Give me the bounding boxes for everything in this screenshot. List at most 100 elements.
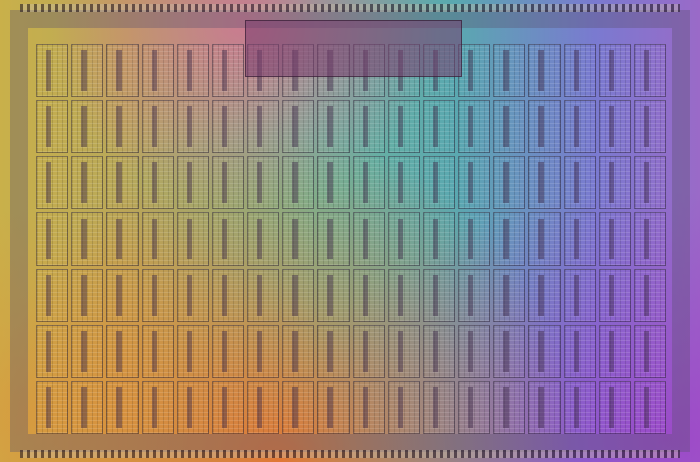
- core-tile: [71, 100, 104, 154]
- core-tile: [36, 100, 69, 154]
- core-tile: [458, 44, 491, 98]
- core-tile: [598, 156, 631, 210]
- core-tile: [528, 156, 561, 210]
- core-tile: [71, 380, 104, 434]
- core-tile: [493, 268, 526, 322]
- core-tile: [493, 156, 526, 210]
- core-tile: [282, 212, 315, 266]
- core-tile: [493, 380, 526, 434]
- core-tile: [458, 268, 491, 322]
- core-tile: [36, 324, 69, 378]
- core-tile: [106, 44, 139, 98]
- core-tile: [352, 324, 385, 378]
- core-tile: [458, 100, 491, 154]
- bond-pads-bottom: [20, 450, 680, 458]
- core-tile: [106, 212, 139, 266]
- core-tile: [493, 100, 526, 154]
- core-tile: [352, 268, 385, 322]
- core-tile: [247, 156, 280, 210]
- core-tile: [176, 268, 209, 322]
- core-tile: [458, 380, 491, 434]
- core-tile: [528, 268, 561, 322]
- core-tile: [211, 380, 244, 434]
- core-tile: [176, 100, 209, 154]
- core-tile: [71, 268, 104, 322]
- core-tile: [141, 380, 174, 434]
- core-tile: [493, 44, 526, 98]
- core-tile: [387, 268, 420, 322]
- core-tile: [633, 268, 666, 322]
- core-tile: [563, 380, 596, 434]
- core-tile: [352, 212, 385, 266]
- core-tile: [563, 324, 596, 378]
- core-tile: [176, 156, 209, 210]
- core-tile: [633, 44, 666, 98]
- core-tile: [36, 268, 69, 322]
- core-tile: [352, 380, 385, 434]
- core-tile: [598, 380, 631, 434]
- core-tile: [247, 100, 280, 154]
- core-tile: [71, 324, 104, 378]
- core-tile: [176, 212, 209, 266]
- core-tile: [493, 324, 526, 378]
- core-tile: [282, 380, 315, 434]
- core-tile: [282, 324, 315, 378]
- core-tile: [352, 100, 385, 154]
- core-tile: [633, 100, 666, 154]
- core-tile: [247, 212, 280, 266]
- core-tile: [493, 212, 526, 266]
- core-tile: [528, 100, 561, 154]
- core-tile: [528, 324, 561, 378]
- core-tile: [106, 324, 139, 378]
- core-tile: [598, 268, 631, 322]
- core-tile: [247, 380, 280, 434]
- core-tile: [211, 212, 244, 266]
- core-tile: [563, 44, 596, 98]
- core-tile: [106, 100, 139, 154]
- core-tile: [211, 324, 244, 378]
- core-tile: [106, 156, 139, 210]
- core-tile: [528, 44, 561, 98]
- core-tile: [598, 324, 631, 378]
- core-tile: [633, 380, 666, 434]
- core-tile: [422, 212, 455, 266]
- core-tile: [422, 324, 455, 378]
- core-tile: [563, 156, 596, 210]
- core-tile: [211, 100, 244, 154]
- core-tile: [563, 212, 596, 266]
- core-tile: [176, 324, 209, 378]
- core-tile: [387, 156, 420, 210]
- core-tile: [422, 380, 455, 434]
- core-tile: [317, 324, 350, 378]
- io-ring: [10, 10, 690, 452]
- core-tile: [141, 44, 174, 98]
- core-tile: [458, 212, 491, 266]
- core-tile: [633, 324, 666, 378]
- core-tile-grid: [36, 44, 666, 434]
- core-tile: [422, 268, 455, 322]
- core-tile: [528, 212, 561, 266]
- core-tile: [317, 268, 350, 322]
- core-tile: [387, 100, 420, 154]
- core-tile: [211, 44, 244, 98]
- core-tile: [598, 212, 631, 266]
- core-tile: [211, 156, 244, 210]
- core-tile: [176, 380, 209, 434]
- core-tile: [282, 100, 315, 154]
- core-tile: [598, 44, 631, 98]
- core-tile: [422, 100, 455, 154]
- core-tile: [211, 268, 244, 322]
- core-tile: [458, 156, 491, 210]
- core-tile: [176, 44, 209, 98]
- core-tile: [71, 212, 104, 266]
- core-tile: [141, 268, 174, 322]
- core-tile: [71, 44, 104, 98]
- core-tile: [141, 156, 174, 210]
- core-tile: [528, 380, 561, 434]
- core-tile: [36, 380, 69, 434]
- core-tile: [36, 156, 69, 210]
- core-tile: [106, 268, 139, 322]
- core-tile: [633, 212, 666, 266]
- core-tile: [422, 156, 455, 210]
